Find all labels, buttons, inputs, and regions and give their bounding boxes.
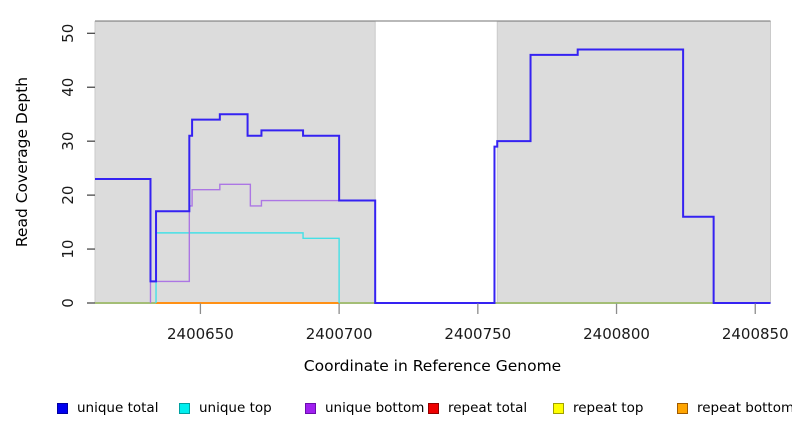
x-tick-label: 2400850 xyxy=(722,325,789,343)
series-line-unique-total xyxy=(95,48,771,304)
x-tick-label: 2400650 xyxy=(167,325,234,343)
series-line-unique-bottom xyxy=(149,183,376,303)
y-axis-title: Read Coverage Depth xyxy=(13,77,31,247)
y-tick-label: 50 xyxy=(59,24,77,43)
series-layer xyxy=(95,48,771,304)
y-tick-label: 10 xyxy=(59,240,77,259)
shaded-regions-layer xyxy=(94,20,771,304)
y-tick-label: 0 xyxy=(59,298,77,308)
y-tick-label: 40 xyxy=(59,78,77,97)
axes-layer: 2400650 2400700 2400750 2400800 2400850 0 10 20… xyxy=(59,24,789,343)
x-axis-title: Coordinate in Reference Genome xyxy=(304,357,561,375)
shaded-region xyxy=(94,21,376,304)
x-tick-label: 2400750 xyxy=(444,325,511,343)
y-tick-label: 30 xyxy=(59,132,77,151)
x-tick-label: 2400700 xyxy=(306,325,373,343)
x-tick-label: 2400800 xyxy=(583,325,650,343)
shaded-region xyxy=(496,21,771,304)
y-tick-label: 20 xyxy=(59,186,77,205)
